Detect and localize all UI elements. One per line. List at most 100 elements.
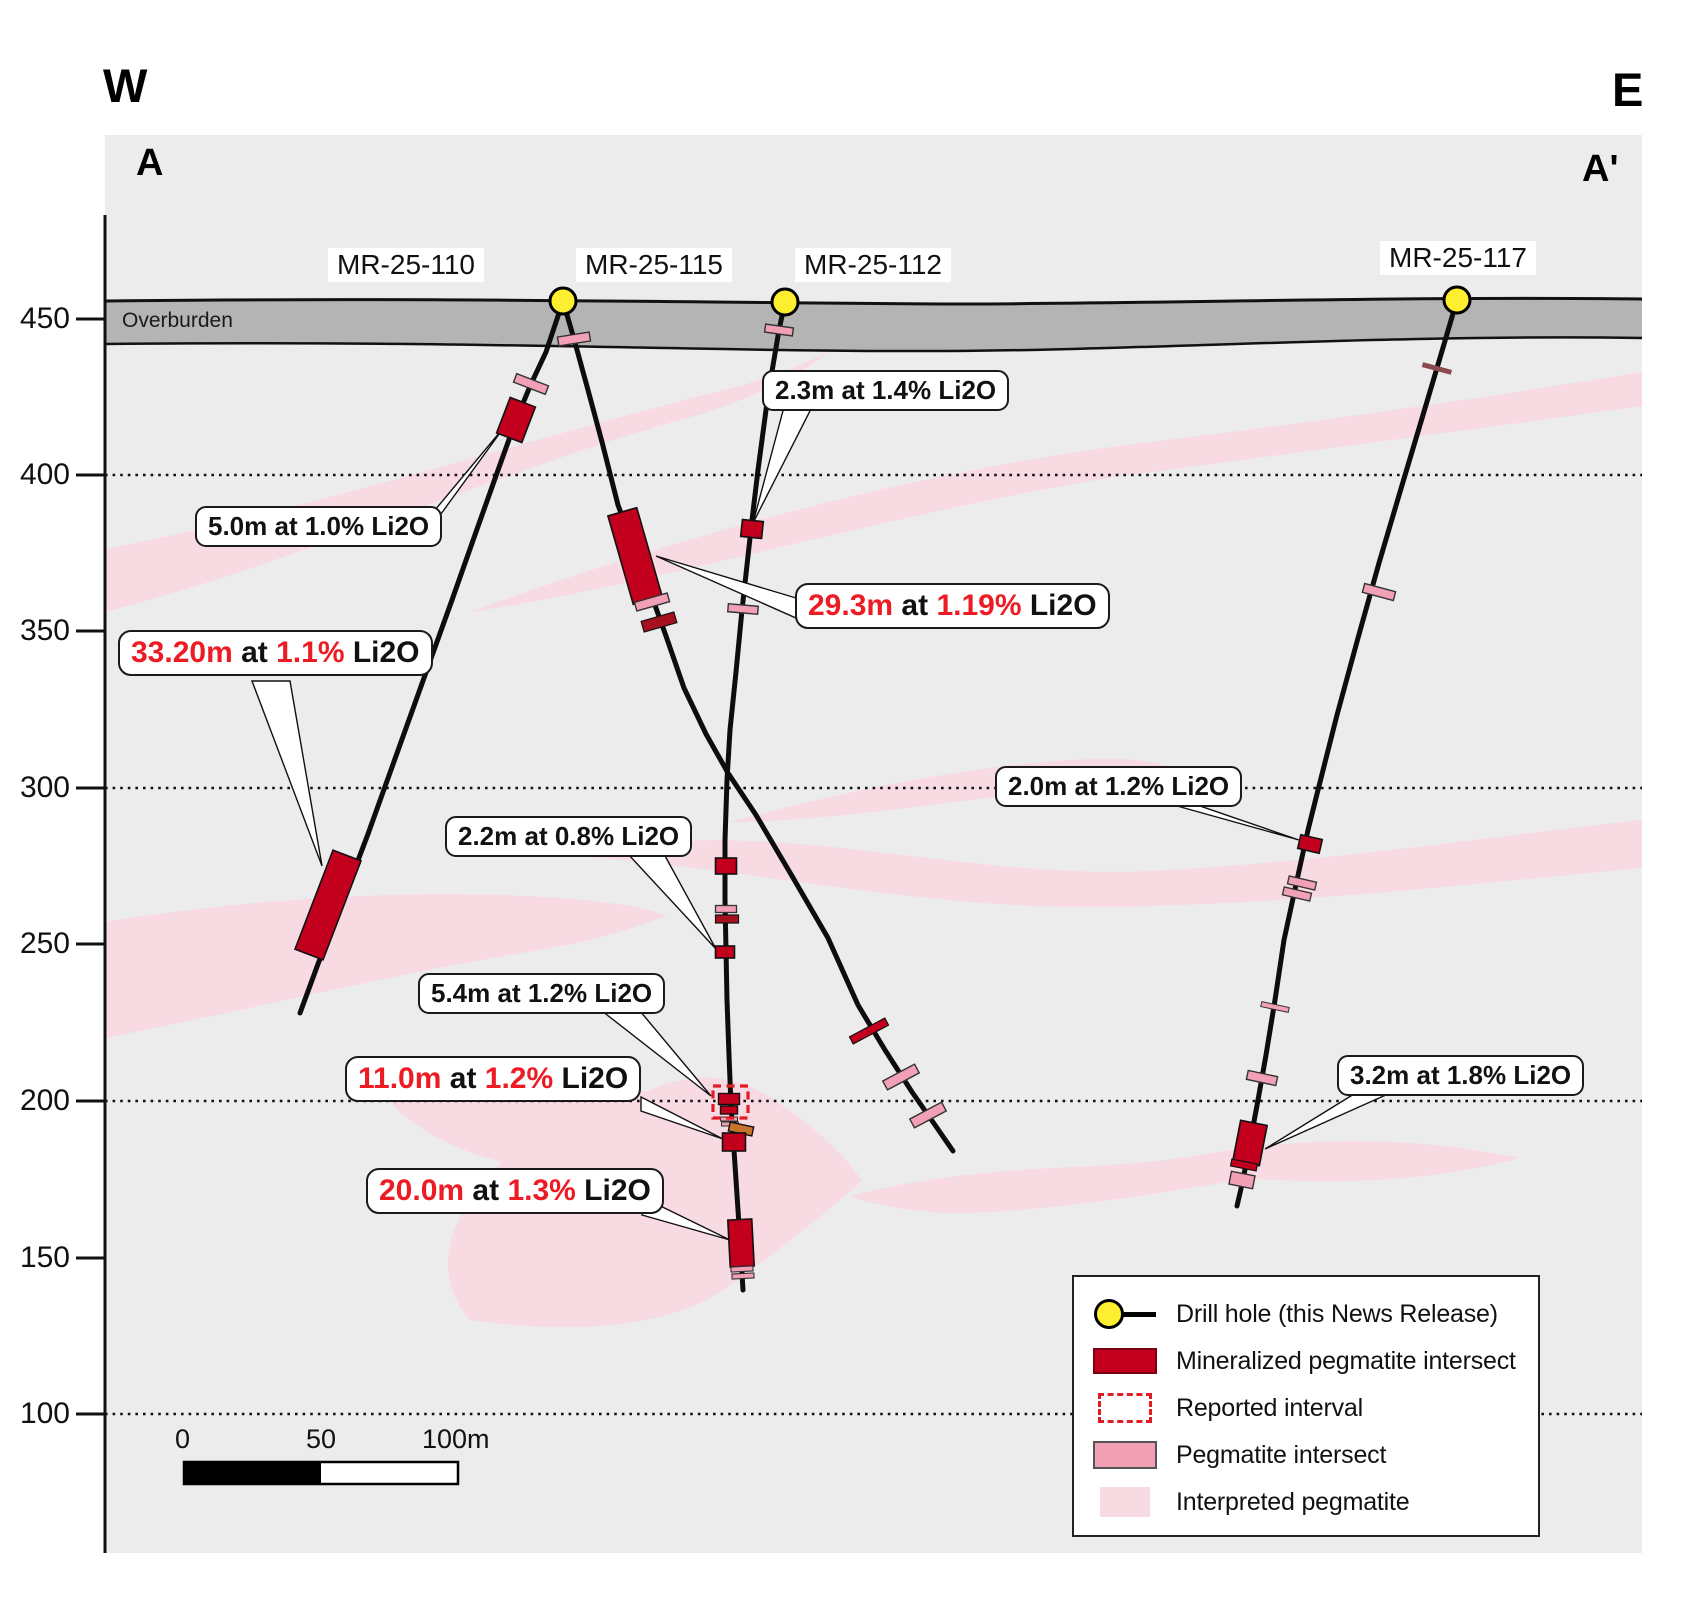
- interpreted-pegmatite-symbol: [1074, 1487, 1176, 1517]
- scale-label-50: 50: [306, 1424, 337, 1454]
- grade-annotation: 2.0m at 1.2% Li2O: [995, 766, 1243, 807]
- interpreted-pegmatite-blob: [105, 352, 828, 612]
- interpreted-pegmatite-blob: [470, 372, 1642, 612]
- legend-item-label: Mineralized pegmatite intersect: [1176, 1346, 1516, 1375]
- mineralized-intercept: [719, 1105, 739, 1115]
- collar-mr-25-117: [1442, 285, 1472, 315]
- leader-line: [250, 680, 323, 867]
- pegmatite-tick: [714, 904, 738, 914]
- interpreted-pegmatite-blob: [575, 820, 1642, 908]
- overburden-band: [105, 298, 1642, 352]
- reported-interval-box: [711, 1084, 750, 1120]
- elevation-label-450: 450: [19, 302, 70, 335]
- legend-item-label: Pegmatite intersect: [1176, 1440, 1387, 1469]
- grade-annotation: 5.0m at 1.0% Li2O: [195, 506, 443, 547]
- grade-annotation: 2.3m at 1.4% Li2O: [762, 370, 1010, 411]
- pegmatite-tick: [908, 1101, 948, 1129]
- pegmatite-tick: [633, 592, 671, 612]
- intercepts-mr-25-115: [556, 331, 948, 1129]
- mineralized-tick: [1421, 362, 1453, 375]
- elevation-label-300: 300: [19, 771, 70, 804]
- reported-interval-symbol: [1074, 1393, 1176, 1423]
- mineralized-intercept: [726, 1218, 756, 1268]
- section-label-a: A: [136, 142, 164, 184]
- mineralized-intercept: [293, 849, 363, 961]
- scale-label-0: 0: [175, 1424, 191, 1454]
- mineralized-tick: [714, 914, 740, 924]
- scale-bar-outline: [182, 1460, 460, 1486]
- mineralized-intercept: [714, 945, 736, 959]
- mineralized-intercept: [721, 1132, 747, 1152]
- pegmatite-tick: [763, 323, 795, 337]
- intercepts-mr-25-112: [711, 323, 795, 1280]
- pegmatite-intercept-box: [1228, 1170, 1256, 1190]
- pegmatite-tick: [1281, 886, 1313, 902]
- drill-hole-symbol: [1074, 1299, 1176, 1329]
- hole-label-mr-25-115: MR-25-115: [576, 248, 732, 282]
- elevation-label-350: 350: [19, 614, 70, 647]
- legend-item-pegmatite-intersect: Pegmatite intersect: [1074, 1432, 1538, 1478]
- collars: [548, 285, 1472, 317]
- leader-line: [640, 1095, 724, 1140]
- elevation-label-150: 150: [19, 1241, 70, 1274]
- pegmatite-tick: [556, 331, 592, 347]
- legend-item-reported-interval: Reported interval: [1074, 1385, 1538, 1431]
- collar-mr-25-112: [770, 287, 800, 317]
- section-label-a-prime: A': [1582, 148, 1619, 190]
- pegmatite-swatch-icon: [1093, 1441, 1157, 1469]
- legend-item-label: Interpreted pegmatite: [1176, 1487, 1410, 1516]
- legend-item-label: Drill hole (this News Release): [1176, 1299, 1498, 1328]
- drill-trace-mr-25-115: [560, 298, 956, 1154]
- scale-label-100m: 100m: [422, 1424, 490, 1454]
- mineralized-tick: [848, 1017, 890, 1045]
- reported-interval-swatch-icon: [1098, 1393, 1152, 1423]
- legend-item-mineralized: Mineralized pegmatite intersect: [1074, 1338, 1538, 1384]
- mineralized-intercept: [714, 857, 738, 875]
- grade-annotation: 5.4m at 1.2% Li2O: [418, 973, 666, 1014]
- elevation-label-250: 250: [19, 927, 70, 960]
- pegmatite-tick: [726, 602, 760, 616]
- legend-item-interpreted-pegmatite: Interpreted pegmatite: [1074, 1479, 1538, 1525]
- legend-item-label: Reported interval: [1176, 1393, 1363, 1422]
- interpreted-pegmatite-swatch-icon: [1100, 1487, 1150, 1517]
- elevation-gridlines: [105, 473, 1642, 1416]
- pegmatite-tick: [731, 1272, 755, 1280]
- mineralized-tick: [1229, 1158, 1259, 1172]
- hole-label-mr-25-110: MR-25-110: [328, 248, 484, 282]
- scale-bar-white-segment: [321, 1462, 458, 1484]
- elevation-label-200: 200: [19, 1084, 70, 1117]
- interpreted-pegmatite-blob: [105, 894, 666, 1038]
- grade-annotation: 29.3m at 1.19% Li2O: [795, 583, 1110, 629]
- compass-east: E: [1612, 63, 1644, 116]
- scale-bar-black-segment: [184, 1462, 321, 1484]
- mineralized-intercept: [739, 518, 765, 540]
- interpreted-pegmatite-blob: [850, 1141, 1520, 1214]
- hole-label-mr-25-117: MR-25-117: [1380, 241, 1536, 275]
- elevation-label-100: 100: [19, 1397, 70, 1430]
- mineralized-tick: [640, 611, 678, 633]
- grade-annotation: 2.2m at 0.8% Li2O: [445, 816, 693, 857]
- compass-west: W: [103, 59, 148, 112]
- legend: Drill hole (this News Release) Mineraliz…: [1072, 1275, 1540, 1537]
- pegmatite-tick: [1361, 582, 1397, 602]
- intercepts-mr-25-110: [293, 372, 550, 961]
- elevation-axis: [76, 215, 107, 1553]
- pegmatite-intersect-symbol: [1074, 1441, 1176, 1469]
- elevation-label-400: 400: [19, 458, 70, 491]
- pegmatite-tick: [730, 1265, 754, 1273]
- legend-item-drill-hole: Drill hole (this News Release): [1074, 1291, 1538, 1337]
- scale-bar: [182, 1460, 460, 1486]
- mineralized-intercept: [1296, 833, 1324, 855]
- mineralized-symbol: [1074, 1348, 1176, 1374]
- overburden-base-line: [104, 336, 1643, 353]
- grade-annotation: 33.20m at 1.1% Li2O: [118, 630, 433, 676]
- hole-label-mr-25-112: MR-25-112: [795, 248, 951, 282]
- pegmatite-tick: [512, 372, 550, 396]
- intercepts-mr-25-117: [1228, 362, 1453, 1190]
- surface-line: [104, 296, 1643, 306]
- pegmatite-tick: [1260, 1001, 1290, 1013]
- trace-icon: [1122, 1311, 1156, 1317]
- pegmatite-tick: [1286, 875, 1318, 891]
- mineralized-intercept: [717, 1092, 741, 1106]
